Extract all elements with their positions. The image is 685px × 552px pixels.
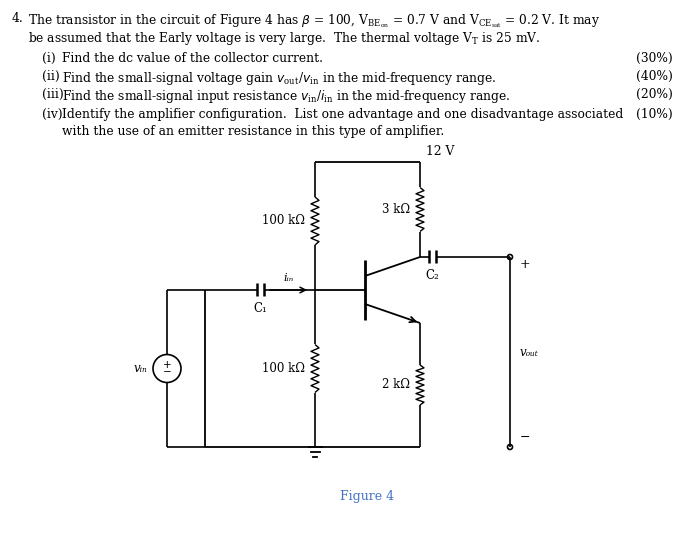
Text: C₂: C₂: [425, 269, 439, 282]
Text: 100 kΩ: 100 kΩ: [262, 362, 305, 375]
Text: Find the small-signal voltage gain $v_{\mathregular{out}}$/$v_{\mathregular{in}}: Find the small-signal voltage gain $v_{\…: [62, 70, 497, 87]
Text: be assumed that the Early voltage is very large.  The thermal voltage V$_{\mathr: be assumed that the Early voltage is ver…: [28, 30, 540, 47]
Text: Figure 4: Figure 4: [340, 490, 395, 503]
Text: (40%): (40%): [636, 70, 673, 83]
Text: vᵢₙ: vᵢₙ: [134, 362, 147, 375]
Text: Identify the amplifier configuration.  List one advantage and one disadvantage a: Identify the amplifier configuration. Li…: [62, 108, 623, 121]
Text: (iii): (iii): [42, 88, 64, 101]
Text: (30%): (30%): [636, 52, 673, 65]
Text: +: +: [163, 360, 171, 370]
Text: The transistor in the circuit of Figure 4 has $\beta$ = 100, V$_{\mathregular{BE: The transistor in the circuit of Figure …: [28, 12, 600, 30]
Text: with the use of an emitter resistance in this type of amplifier.: with the use of an emitter resistance in…: [62, 125, 445, 138]
Text: −: −: [162, 368, 171, 378]
Text: 2 kΩ: 2 kΩ: [382, 379, 410, 391]
Text: iᵢₙ: iᵢₙ: [284, 273, 294, 283]
Text: Find the dc value of the collector current.: Find the dc value of the collector curre…: [62, 52, 323, 65]
Text: (ii): (ii): [42, 70, 60, 83]
Text: 100 kΩ: 100 kΩ: [262, 215, 305, 227]
Text: Find the small-signal input resistance $v_{\mathregular{in}}$/$i_{\mathregular{i: Find the small-signal input resistance $…: [62, 88, 510, 105]
Text: +: +: [520, 258, 531, 272]
Text: (i): (i): [42, 52, 55, 65]
Text: vₒᵤₜ: vₒᵤₜ: [520, 346, 538, 358]
Text: (10%): (10%): [636, 108, 673, 121]
Text: C₁: C₁: [253, 302, 267, 315]
Text: 4.: 4.: [12, 12, 24, 25]
Text: (iv): (iv): [42, 108, 62, 121]
Text: (20%): (20%): [636, 88, 673, 101]
Text: 3 kΩ: 3 kΩ: [382, 203, 410, 216]
Text: −: −: [520, 431, 530, 443]
Text: 12 V: 12 V: [426, 145, 454, 158]
